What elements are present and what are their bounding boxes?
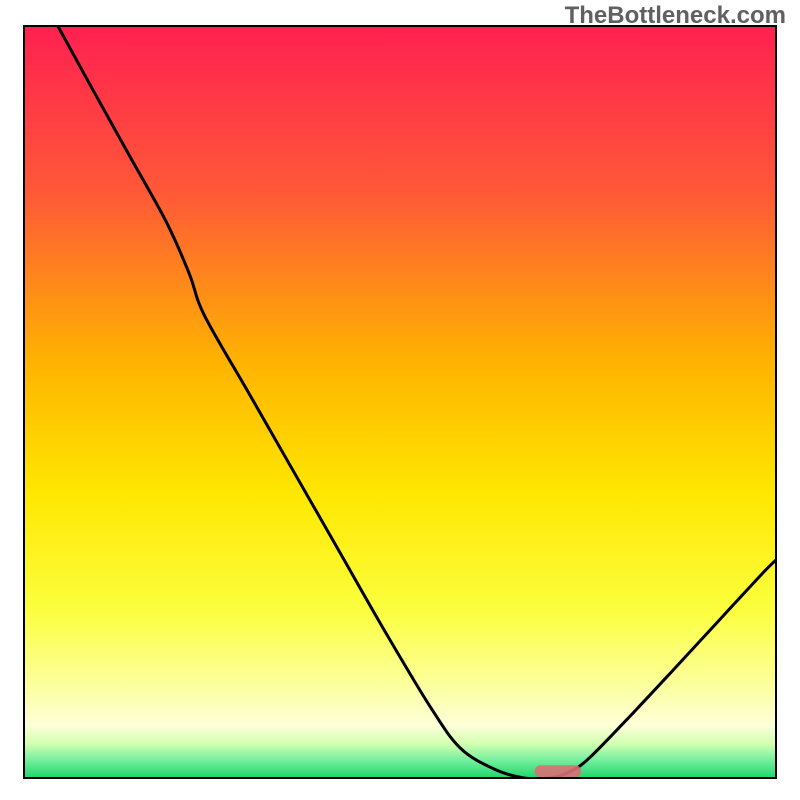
optimal-marker xyxy=(535,765,582,777)
watermark-text: TheBottleneck.com xyxy=(565,2,786,30)
chart-root: TheBottleneck.com xyxy=(0,0,800,800)
bottleneck-chart xyxy=(0,0,800,800)
plot-background xyxy=(24,26,776,778)
